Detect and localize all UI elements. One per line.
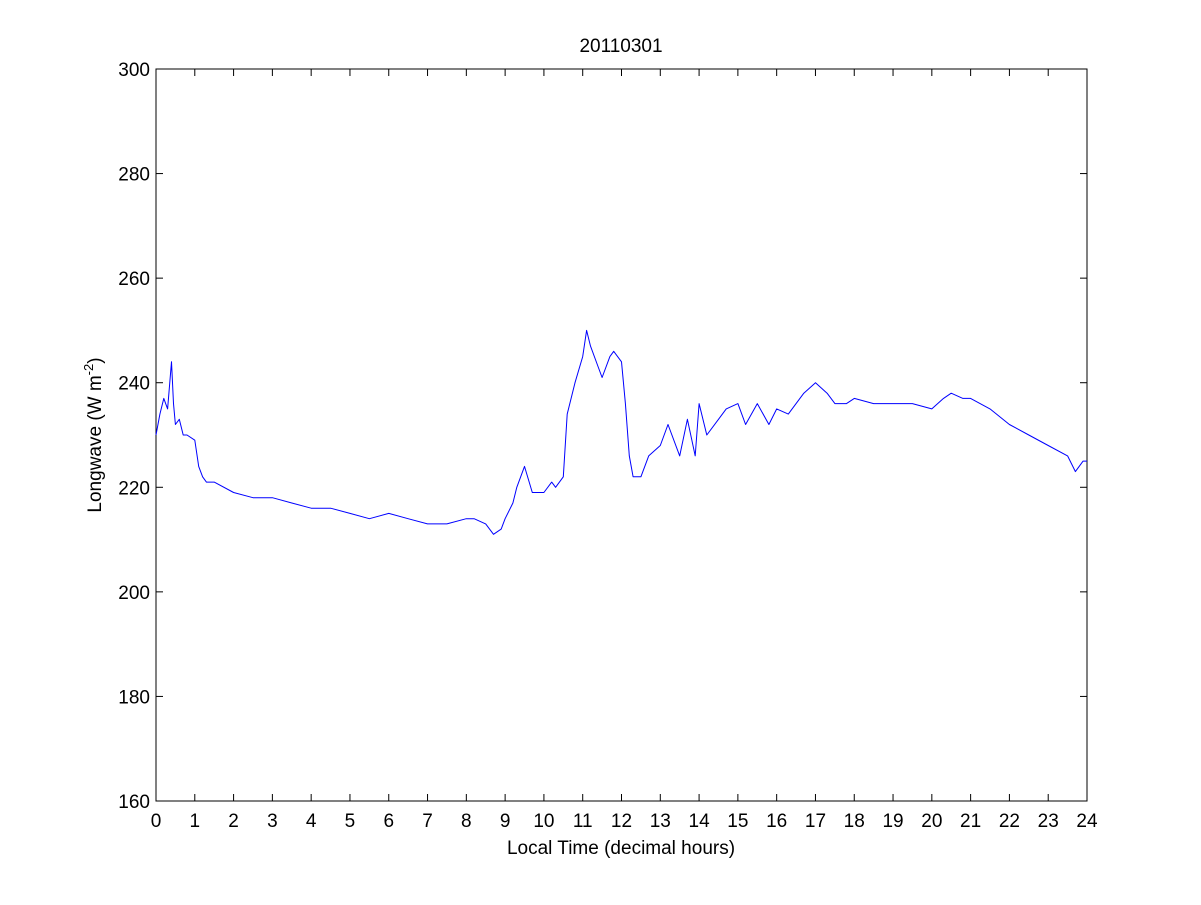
y-tick-label: 300 (118, 60, 150, 81)
x-tick-label: 1 (190, 811, 201, 832)
x-tick-label: 0 (151, 811, 162, 832)
y-axis-title-close: ) (85, 357, 106, 363)
x-tick-label: 24 (1076, 811, 1098, 832)
plot-frame (155, 68, 1088, 802)
x-tick-label: 7 (422, 811, 433, 832)
x-tick-label: 14 (689, 811, 711, 832)
y-tick-label: 260 (118, 269, 150, 290)
x-tick-label: 19 (882, 811, 903, 832)
y-tick-label: 180 (118, 687, 150, 708)
plot-layer: 0 1 2 3 4 5 6 7 8 9 10 11 12 13 14 15 16 17 18 19 20 21 22 23 24… (118, 60, 1098, 832)
y-axis-title: Longwave (W m-2) (81, 357, 106, 512)
x-tick-label: 16 (766, 811, 787, 832)
x-tick-label: 3 (267, 811, 278, 832)
x-tick-label: 11 (573, 811, 593, 832)
x-tick-label: 2 (228, 811, 239, 832)
y-tick-label: 280 (118, 165, 150, 186)
x-tick-label: 23 (1038, 811, 1059, 832)
y-tick-label: 160 (118, 792, 150, 813)
x-tick-label: 20 (921, 811, 942, 832)
x-tick-label: 15 (727, 811, 748, 832)
series-line-0 (155, 329, 1087, 535)
x-tick-label: 8 (461, 811, 472, 832)
chart-title: 20110301 (579, 36, 662, 57)
x-tick-label: 4 (306, 811, 317, 832)
x-tick-label: 9 (500, 811, 511, 832)
y-tick-label: 220 (118, 478, 150, 499)
x-tick-label: 6 (383, 811, 394, 832)
x-tick-label: 21 (960, 811, 981, 832)
x-tick-label: 17 (805, 811, 826, 832)
x-tick-label: 13 (650, 811, 671, 832)
y-tick-label: 240 (118, 374, 150, 395)
x-tick-label: 18 (844, 811, 865, 832)
x-tick-label: 5 (345, 811, 356, 832)
y-tick-label: 200 (118, 583, 150, 604)
x-tick-label: 22 (999, 811, 1020, 832)
x-tick-label: 12 (611, 811, 632, 832)
y-axis-title-main: Longwave (W m (85, 375, 106, 512)
x-tick-label: 10 (533, 811, 554, 832)
y-axis-title-superscript: -2 (81, 364, 96, 376)
x-axis-title: Local Time (decimal hours) (507, 838, 735, 859)
